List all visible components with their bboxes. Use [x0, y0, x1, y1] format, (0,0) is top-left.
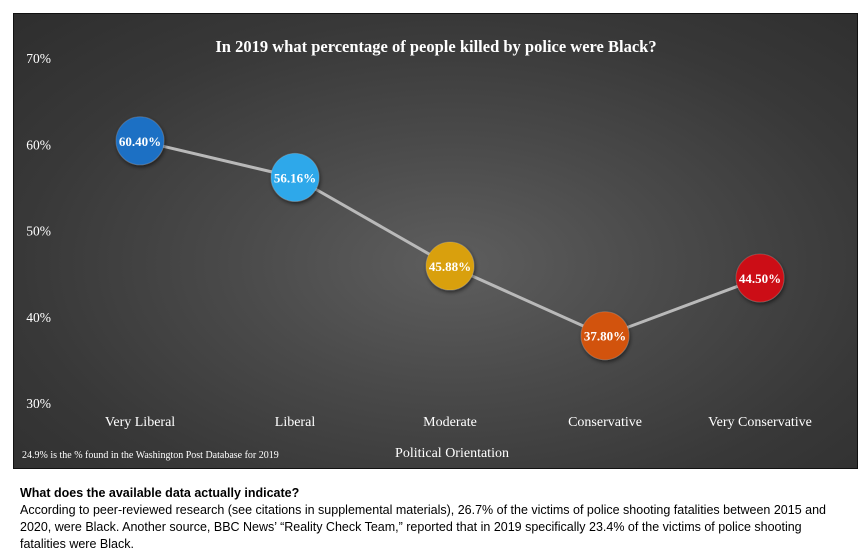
y-tick-label: 60% — [26, 137, 51, 152]
chart-footnote: 24.9% is the % found in the Washington P… — [22, 450, 279, 461]
data-point-marker — [735, 253, 785, 303]
y-tick-label: 40% — [26, 310, 51, 325]
line-chart: In 2019 what percentage of people killed… — [22, 37, 812, 461]
explanation-body: According to peer-reviewed research (see… — [20, 503, 826, 551]
data-point-marker — [270, 152, 320, 202]
data-label: 44.50% — [739, 271, 781, 286]
y-tick-label: 50% — [26, 224, 51, 239]
explanation-block: What does the available data actually in… — [20, 485, 850, 553]
data-label: 56.16% — [274, 170, 316, 185]
y-tick-label: 70% — [26, 51, 51, 66]
x-tick-label: Very Liberal — [105, 415, 175, 430]
x-axis-title: Political Orientation — [395, 446, 509, 461]
x-tick-label: Conservative — [568, 415, 642, 430]
chart-area: In 2019 what percentage of people killed… — [13, 13, 858, 469]
series-line — [139, 139, 761, 338]
data-points: 60.40% 56.16% 45.88% 37.80% 44.50% — [115, 116, 785, 361]
x-tick-label: Very Conservative — [708, 415, 812, 430]
data-point-marker — [580, 311, 630, 361]
y-tick-label: 30% — [26, 396, 51, 411]
y-axis: 30% 40% 50% 60% 70% — [26, 51, 51, 411]
data-label: 60.40% — [119, 134, 161, 149]
x-axis: Very Liberal Liberal Moderate Conservative V… — [105, 415, 812, 430]
chart-title: In 2019 what percentage of people killed… — [215, 37, 656, 56]
data-label: 45.88% — [429, 259, 471, 274]
explanation-heading: What does the available data actually in… — [20, 486, 300, 500]
data-point-marker — [115, 116, 165, 166]
data-label: 37.80% — [584, 329, 626, 344]
data-point-marker — [425, 241, 475, 291]
series-polyline — [139, 139, 761, 338]
x-tick-label: Liberal — [275, 415, 316, 430]
x-tick-label: Moderate — [423, 415, 477, 430]
